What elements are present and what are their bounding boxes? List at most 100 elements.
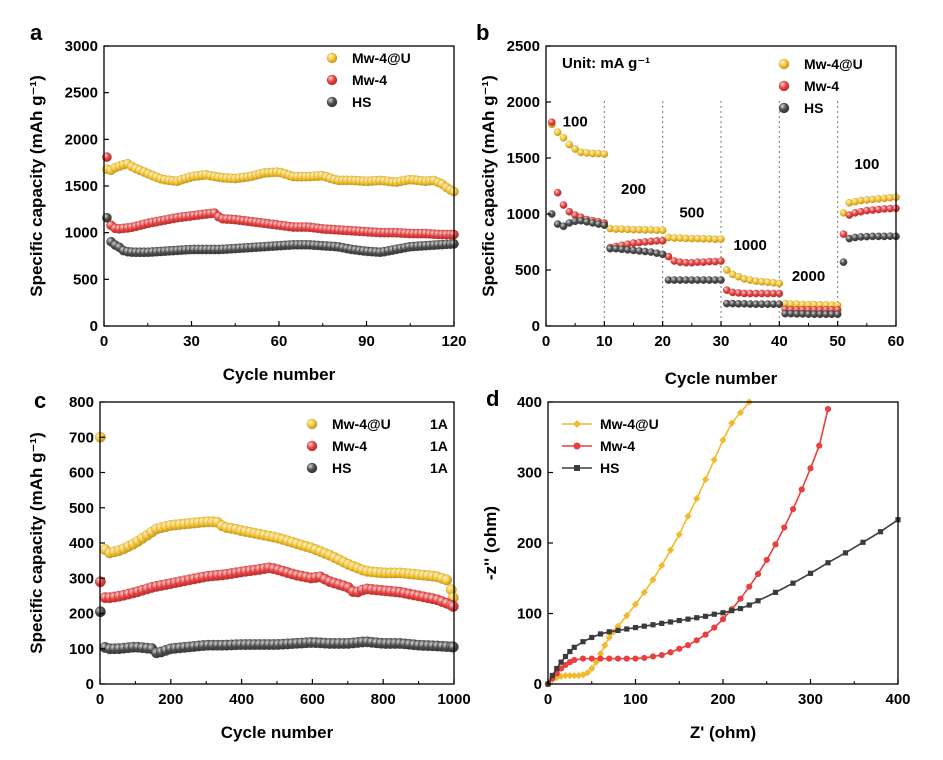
legend-marker bbox=[778, 58, 790, 70]
series-mw-4 bbox=[102, 152, 459, 240]
data-point bbox=[553, 188, 562, 197]
series-mw-4 bbox=[94, 562, 459, 612]
x-tick-label: 1000 bbox=[437, 691, 470, 708]
data-point bbox=[775, 300, 784, 308]
legend-marker bbox=[574, 465, 580, 471]
x-tick-label: 400 bbox=[885, 691, 910, 708]
data-point bbox=[561, 671, 570, 680]
data-point bbox=[579, 655, 587, 662]
data-point bbox=[615, 627, 621, 634]
series-hs bbox=[102, 212, 459, 258]
legend-marker bbox=[326, 74, 338, 86]
data-point bbox=[825, 560, 831, 566]
data-point bbox=[839, 258, 848, 266]
data-point bbox=[605, 633, 613, 642]
data-point bbox=[763, 556, 770, 564]
data-point bbox=[624, 626, 630, 632]
data-point bbox=[559, 222, 568, 231]
data-point bbox=[717, 276, 725, 284]
legend-rate: 1A bbox=[430, 416, 448, 432]
x-tick-label: 600 bbox=[300, 691, 325, 708]
unit-label: Unit: mA g⁻¹ bbox=[562, 55, 650, 72]
y-tick-label: 2500 bbox=[65, 85, 98, 102]
data-point bbox=[580, 639, 586, 645]
data-point bbox=[694, 615, 700, 621]
legend-rate: 1A bbox=[430, 460, 448, 476]
legend-label: Mw-4 bbox=[600, 438, 635, 454]
legend-marker bbox=[778, 80, 790, 92]
data-point bbox=[649, 653, 657, 660]
y-tick-label: 1500 bbox=[507, 150, 540, 167]
data-point bbox=[558, 659, 564, 665]
series-mw-4 bbox=[544, 405, 832, 688]
data-point bbox=[693, 494, 701, 503]
data-point bbox=[720, 610, 726, 616]
x-tick-label: 400 bbox=[229, 691, 254, 708]
data-point bbox=[583, 669, 591, 677]
data-point bbox=[649, 576, 657, 584]
data-point bbox=[833, 310, 842, 319]
data-point bbox=[650, 622, 656, 628]
data-point bbox=[640, 588, 648, 596]
data-point bbox=[566, 671, 574, 680]
data-point bbox=[736, 408, 745, 417]
x-tick-label: 60 bbox=[271, 333, 288, 350]
x-axis-label: Cycle number bbox=[665, 369, 778, 388]
legend-label: Mw-4@U bbox=[352, 50, 411, 66]
data-point bbox=[816, 442, 823, 449]
legend-marker bbox=[778, 102, 790, 114]
data-point bbox=[789, 506, 797, 513]
y-tick-label: 700 bbox=[69, 429, 94, 446]
data-point bbox=[641, 654, 648, 662]
x-tick-label: 40 bbox=[771, 333, 788, 350]
panel-c: c 0 200 400 600 800 1000 0 100 200 300 400 500 600 700… bbox=[27, 388, 471, 742]
x-tick-label: 100 bbox=[623, 691, 648, 708]
x-tick-label: 20 bbox=[654, 333, 671, 350]
data-point bbox=[549, 672, 555, 679]
x-tick-label: 0 bbox=[542, 333, 550, 350]
data-point bbox=[667, 619, 674, 625]
data-point bbox=[746, 583, 753, 590]
data-point bbox=[562, 653, 569, 660]
data-point bbox=[675, 530, 683, 539]
data-point bbox=[631, 600, 640, 608]
legend-marker bbox=[573, 420, 581, 428]
y-tick-label: 0 bbox=[90, 318, 98, 335]
legend-marker bbox=[306, 440, 318, 452]
data-point bbox=[658, 237, 667, 245]
data-point bbox=[723, 266, 731, 274]
panel-d: d 0 100 200 300 400 0 100 200 300 400 Z' (ohm) -z'' … bbox=[481, 386, 911, 742]
legend: Mw-4@U 1A Mw-4 1A HS 1A bbox=[306, 416, 448, 476]
y-tick-label: 500 bbox=[73, 271, 98, 288]
series-mw-4-u bbox=[102, 158, 459, 197]
legend-label: Mw-4 bbox=[352, 72, 387, 88]
data-point bbox=[575, 671, 583, 680]
data-point bbox=[589, 634, 595, 641]
data-point bbox=[772, 541, 779, 548]
data-point bbox=[553, 128, 562, 137]
series-hs bbox=[545, 517, 901, 687]
legend-rate: 1A bbox=[430, 438, 448, 454]
legend-label: HS bbox=[352, 94, 371, 110]
y-tick-label: 2000 bbox=[507, 94, 540, 111]
x-axis-label: Cycle number bbox=[223, 365, 336, 384]
x-tick-label: 60 bbox=[888, 333, 905, 350]
y-tick-label: 100 bbox=[517, 606, 542, 623]
y-tick-label: 0 bbox=[532, 318, 540, 335]
series-mw-4 bbox=[548, 118, 900, 314]
data-point bbox=[711, 624, 718, 631]
data-point bbox=[658, 561, 666, 570]
data-point bbox=[737, 605, 744, 612]
legend-label: Mw-4 bbox=[332, 438, 367, 454]
data-point bbox=[632, 655, 639, 662]
data-point bbox=[728, 419, 736, 427]
y-tick-label: 1500 bbox=[65, 178, 98, 195]
rate-label: 1000 bbox=[733, 237, 766, 254]
data-point bbox=[606, 655, 613, 662]
data-point bbox=[737, 595, 744, 602]
data-point bbox=[554, 665, 560, 672]
data-point bbox=[601, 641, 609, 649]
data-point bbox=[755, 598, 761, 604]
x-tick-label: 300 bbox=[798, 691, 823, 708]
